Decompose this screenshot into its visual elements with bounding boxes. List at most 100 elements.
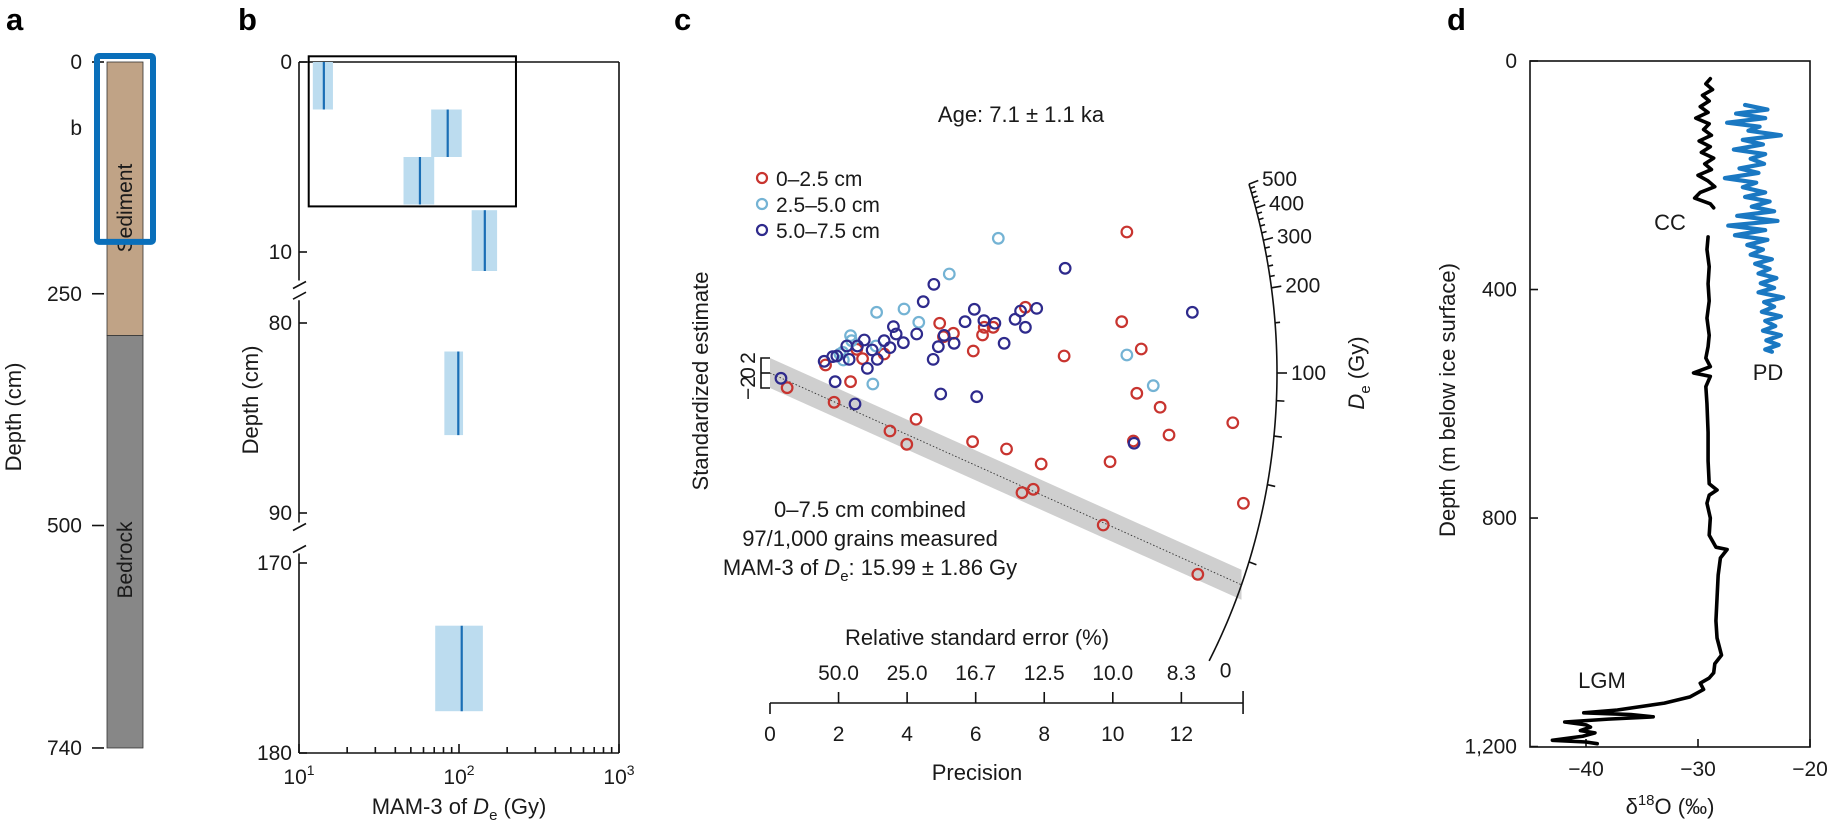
radial-minor-tick xyxy=(1251,190,1257,194)
radial-tick-label: 200 xyxy=(1285,275,1320,298)
data-point xyxy=(1191,567,1205,581)
panel-label-c: c xyxy=(674,2,691,37)
y-tick-label: 80 xyxy=(269,312,292,335)
y-tick-label: 0 xyxy=(70,51,82,74)
data-point xyxy=(967,302,981,316)
data-point xyxy=(1018,320,1032,334)
radial-minor-tick xyxy=(1268,264,1274,267)
panel-a-stratigraphic-column: Depth (cm) Sediment Bedrock 0 250 500 740 b xyxy=(1,51,156,760)
data-point xyxy=(933,316,947,330)
mam-range-bar xyxy=(431,109,462,157)
data-point xyxy=(827,395,841,409)
data-point xyxy=(1115,315,1129,329)
radial-minor-tick xyxy=(1273,435,1282,438)
radial-major-tick xyxy=(1255,204,1266,209)
data-point xyxy=(966,435,979,449)
y-tick-label: −2 xyxy=(737,376,760,400)
data-point xyxy=(780,381,794,395)
layer-label: Sediment xyxy=(114,163,137,252)
data-point xyxy=(947,336,961,350)
y-tick-label: 250 xyxy=(47,283,82,306)
rse-tick-label: 12.5 xyxy=(1024,662,1065,685)
data-point xyxy=(1120,225,1134,239)
axis-break-mark xyxy=(292,522,307,532)
x-tick-label: −30 xyxy=(1680,758,1716,781)
age-annotation: Age: 7.1 ± 1.1 ka xyxy=(938,102,1105,127)
data-point xyxy=(866,377,880,391)
y-tick-label: 10 xyxy=(269,241,292,264)
data-point xyxy=(1014,304,1027,318)
cc-isotope-line xyxy=(1692,76,1717,210)
data-point xyxy=(1237,496,1250,510)
legend-marker xyxy=(755,197,769,211)
data-point xyxy=(870,352,884,366)
radial-major-tick xyxy=(1271,285,1282,289)
data-point xyxy=(1146,379,1160,393)
data-point xyxy=(844,375,857,389)
x-tick-label: 4 xyxy=(901,723,913,746)
x-tick-label: 10 xyxy=(1101,723,1124,746)
data-point xyxy=(830,349,844,363)
data-point xyxy=(887,320,900,334)
data-point xyxy=(1103,455,1117,469)
data-point xyxy=(937,328,951,342)
rse-tick-label: 50.0 xyxy=(818,662,859,685)
radial-minor-tick xyxy=(1261,230,1267,234)
data-point xyxy=(1120,348,1134,362)
data-point xyxy=(1026,482,1040,496)
data-point xyxy=(848,397,862,411)
highlight-box xyxy=(307,55,517,208)
panel-label-d: d xyxy=(1447,2,1466,37)
data-point xyxy=(991,231,1005,245)
radial-minor-tick xyxy=(1266,254,1272,258)
data-point xyxy=(910,327,924,341)
data-point xyxy=(883,341,897,355)
x-tick-label: 101 xyxy=(283,762,314,789)
data-point xyxy=(966,344,980,358)
mam-range-bar xyxy=(444,351,464,436)
radial-tick-label: 400 xyxy=(1269,193,1304,216)
data-point xyxy=(988,316,1002,330)
radial-minor-tick xyxy=(1249,185,1256,190)
legend-label: 0–2.5 cm xyxy=(776,168,862,191)
data-point xyxy=(909,412,923,426)
panel-c-ylabel: Standardized estimate xyxy=(688,272,713,491)
radial-minor-tick xyxy=(1254,200,1260,204)
data-point xyxy=(1030,301,1044,315)
data-point xyxy=(912,315,926,329)
data-point xyxy=(1127,436,1141,450)
pd-isotope-line xyxy=(1722,102,1786,354)
data-point xyxy=(942,267,956,281)
layer-bedrock xyxy=(106,335,144,749)
inset-label: b xyxy=(70,117,82,140)
y-tick-label: 740 xyxy=(47,737,82,760)
data-point xyxy=(997,336,1011,350)
radial-major-tick xyxy=(1248,179,1259,185)
x-tick-label: 12 xyxy=(1170,723,1193,746)
radial-minor-tick xyxy=(1267,483,1276,488)
rse-tick-label: 8.3 xyxy=(1167,662,1196,685)
data-point xyxy=(1034,457,1048,471)
layer-sediment xyxy=(106,61,144,336)
data-point xyxy=(889,327,903,341)
radial-minor-tick xyxy=(1258,217,1264,221)
rse-tick-label: 25.0 xyxy=(887,662,928,685)
panel-a-ylabel: Depth (cm) xyxy=(1,363,26,472)
data-point xyxy=(877,334,891,348)
grains-text: 97/1,000 grains measured xyxy=(742,526,998,551)
y-tick-label: 0 xyxy=(1505,50,1517,73)
data-point xyxy=(865,343,879,357)
radial-minor-tick xyxy=(1269,274,1275,278)
cc-label: CC xyxy=(1654,210,1686,235)
x-tick-label: 102 xyxy=(443,762,474,789)
radial-tick-label: 300 xyxy=(1277,226,1312,249)
panel-c-x2label: Relative standard error (%) xyxy=(845,625,1109,650)
plot-frame xyxy=(1529,60,1811,748)
legend-marker xyxy=(755,171,769,185)
data-point xyxy=(934,387,948,401)
y-tick-label: 2 xyxy=(737,352,760,364)
data-point xyxy=(977,320,991,334)
data-point xyxy=(774,371,788,385)
panel-c-xlabel: Precision xyxy=(932,760,1022,785)
